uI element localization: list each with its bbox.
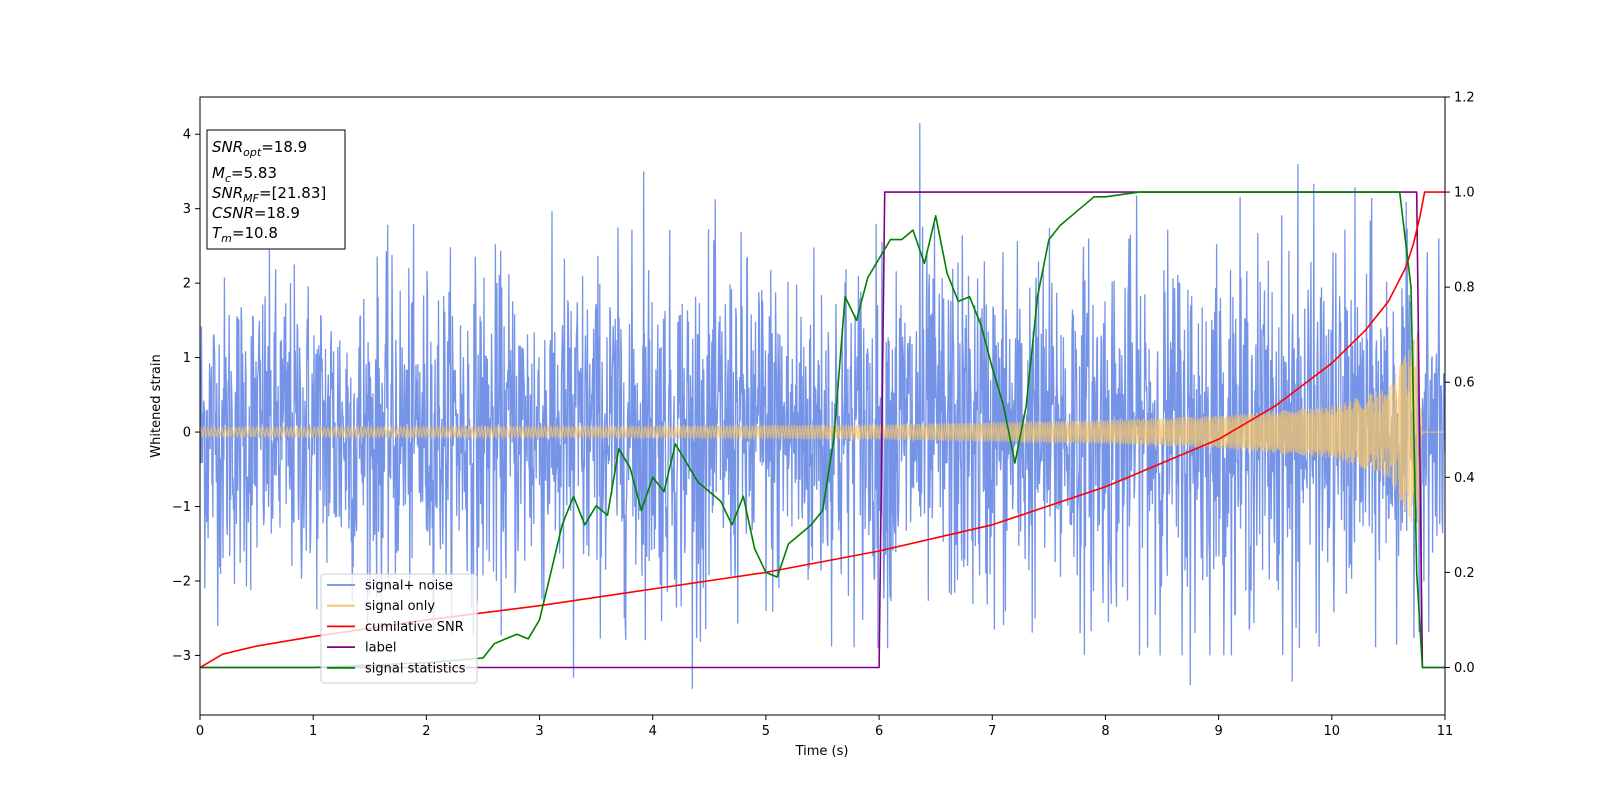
x-tick-label: 1 bbox=[309, 724, 317, 739]
y-left-tick-label: 1 bbox=[183, 351, 191, 366]
x-tick-label: 3 bbox=[535, 724, 543, 739]
y-axis-label: Whitened strain bbox=[149, 354, 164, 457]
info-line: SNRopt=18.9 bbox=[212, 138, 307, 159]
x-axis-ticks: 0 1 2 3 4 5 6 7 8 9 10 11 bbox=[196, 715, 1453, 739]
legend-label: cumilative SNR bbox=[365, 620, 464, 635]
y-left-tick-label: 4 bbox=[183, 128, 191, 143]
y-right-tick-label: 0.0 bbox=[1454, 661, 1475, 676]
y-left-tick-label: −2 bbox=[172, 574, 191, 589]
info-annotation-box: SNRopt=18.9 Mc=5.83SNRMF=[21.83]CSNR=18.9… bbox=[206, 129, 346, 250]
y-right-axis-ticks: 0.0 0.2 0.4 0.6 0.8 1.0 1.2 bbox=[1445, 91, 1475, 676]
y-right-tick-label: 1.2 bbox=[1454, 91, 1475, 106]
series-signal-only bbox=[200, 336, 1445, 535]
x-axis-label: Time (s) bbox=[795, 744, 849, 759]
series-signal-noise bbox=[200, 123, 1445, 689]
y-left-tick-label: −3 bbox=[172, 649, 191, 664]
y-left-tick-label: −1 bbox=[172, 500, 191, 515]
x-tick-label: 4 bbox=[649, 724, 657, 739]
y-right-tick-label: 1.0 bbox=[1454, 186, 1475, 201]
x-tick-label: 9 bbox=[1214, 724, 1222, 739]
y-right-tick-label: 0.8 bbox=[1454, 281, 1475, 296]
info-line: CSNR=18.9 bbox=[212, 204, 300, 222]
legend-label: label bbox=[365, 641, 396, 656]
x-tick-label: 2 bbox=[422, 724, 430, 739]
legend-label: signal only bbox=[365, 599, 435, 614]
x-tick-label: 10 bbox=[1324, 724, 1341, 739]
plot-frame bbox=[199, 96, 1446, 716]
y-left-tick-label: 3 bbox=[183, 202, 191, 217]
info-box-frame bbox=[206, 129, 346, 250]
y-left-axis-ticks: −3 −2 −1 0 1 2 3 4 bbox=[172, 128, 200, 664]
y-left-tick-label: 2 bbox=[183, 277, 191, 292]
x-tick-label: 8 bbox=[1101, 724, 1109, 739]
y-right-tick-label: 0.4 bbox=[1454, 471, 1475, 486]
legend-label: signal+ noise bbox=[365, 579, 453, 594]
series-signal-statistics bbox=[200, 191, 1445, 669]
y-left-tick-label: 0 bbox=[183, 426, 191, 441]
x-tick-label: 0 bbox=[196, 724, 204, 739]
info-line: Tm=10.8 bbox=[212, 224, 278, 245]
legend: signal+ noise signal only cumilative SNR la… bbox=[320, 573, 478, 684]
x-tick-label: 6 bbox=[875, 724, 883, 739]
info-line: Mc=5.83 bbox=[212, 164, 277, 185]
x-tick-label: 7 bbox=[988, 724, 996, 739]
legend-frame bbox=[320, 573, 478, 684]
y-right-tick-label: 0.2 bbox=[1454, 566, 1475, 581]
info-line: SNRMF=[21.83] bbox=[212, 184, 326, 205]
x-tick-label: 5 bbox=[762, 724, 770, 739]
y-right-tick-label: 0.6 bbox=[1454, 376, 1475, 391]
legend-label: signal statistics bbox=[365, 661, 466, 676]
series-layer bbox=[200, 123, 1445, 689]
x-tick-label: 11 bbox=[1437, 724, 1454, 739]
